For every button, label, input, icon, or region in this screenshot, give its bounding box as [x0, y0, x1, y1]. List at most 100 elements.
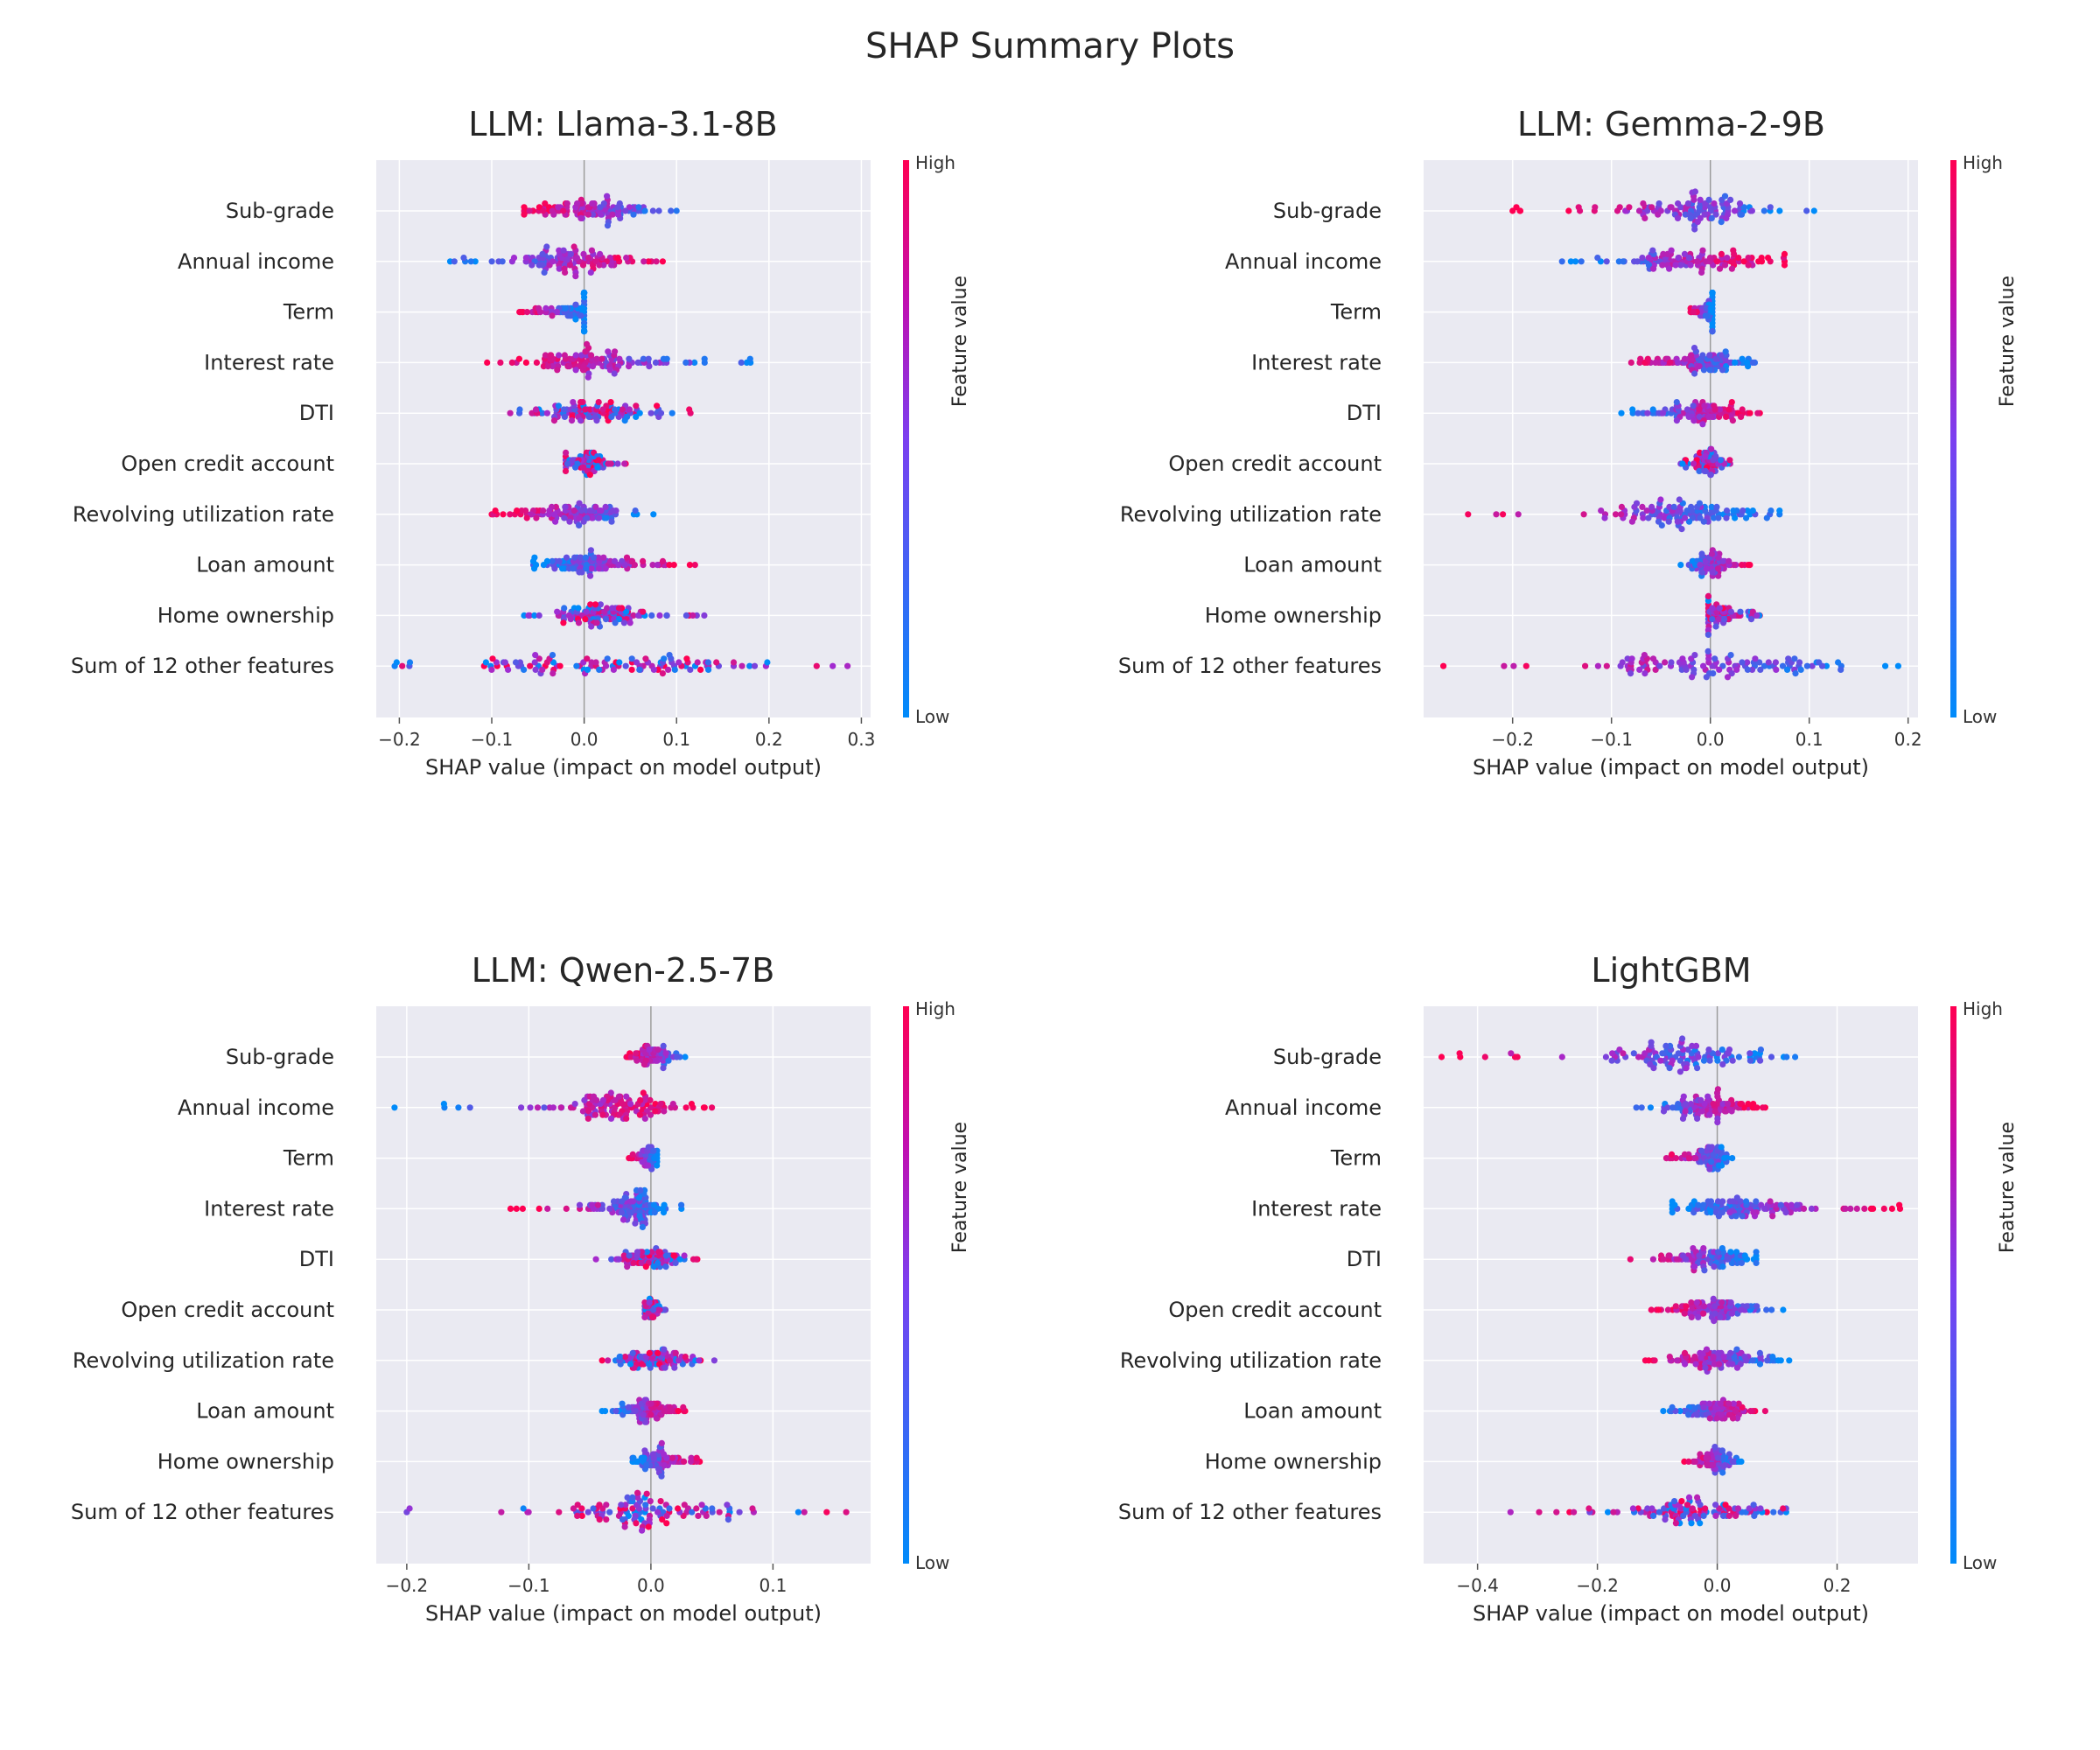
- shap-point: [1749, 608, 1756, 615]
- shap-point: [1673, 1256, 1680, 1263]
- shap-point: [634, 1249, 641, 1256]
- shap-point: [574, 460, 581, 467]
- shap-point: [1727, 1249, 1734, 1256]
- shap-point: [1760, 662, 1768, 669]
- shap-point: [1737, 608, 1744, 615]
- x-tick-label: −0.2: [1576, 1575, 1619, 1596]
- shap-point: [1669, 1209, 1676, 1216]
- shap-point: [1694, 1494, 1701, 1501]
- shap-point: [615, 562, 622, 569]
- shap-point: [547, 352, 554, 359]
- shap-point: [1689, 674, 1696, 681]
- shap-point: [1618, 503, 1625, 511]
- shap-point: [1440, 662, 1447, 669]
- shap-point: [1740, 258, 1747, 265]
- shap-point: [682, 612, 690, 620]
- shap-point: [626, 355, 633, 362]
- shap-point: [1626, 204, 1633, 211]
- shap-point: [1735, 255, 1742, 262]
- shap-point: [527, 662, 534, 669]
- shap-point: [1713, 503, 1720, 511]
- shap-point: [638, 1361, 646, 1368]
- shap-point: [567, 250, 575, 257]
- shap-point: [523, 309, 531, 316]
- shap-point: [596, 1516, 603, 1523]
- feature-label: DTI: [1347, 401, 1382, 425]
- shap-point: [610, 1198, 618, 1205]
- shap-point: [1700, 1245, 1707, 1252]
- shap-point: [1741, 1354, 1748, 1361]
- shap-point: [1679, 1035, 1686, 1042]
- shap-point: [646, 1349, 653, 1356]
- shap-point: [1648, 1505, 1656, 1512]
- shap-point: [528, 410, 536, 416]
- shap-point: [1716, 1361, 1723, 1368]
- shap-point: [641, 207, 648, 214]
- shap-point: [1652, 666, 1659, 674]
- shap-point: [627, 1361, 634, 1368]
- shap-point: [1688, 503, 1695, 511]
- shap-point: [1697, 449, 1704, 457]
- shap-point: [1702, 1505, 1709, 1512]
- feature-label: Interest rate: [1251, 1196, 1382, 1221]
- shap-point: [561, 352, 569, 359]
- shap-point: [1645, 1357, 1652, 1364]
- shap-point: [1692, 562, 1699, 569]
- shap-point: [614, 211, 622, 218]
- shap-point: [634, 659, 640, 666]
- shap-point: [1648, 1039, 1655, 1046]
- shap-point: [648, 1249, 655, 1256]
- shap-point: [1786, 1357, 1793, 1364]
- shap-point: [1705, 196, 1712, 203]
- shap-point: [1701, 402, 1708, 410]
- shap-point: [1711, 200, 1718, 207]
- shap-point: [1727, 1349, 1734, 1356]
- shap-point: [586, 472, 594, 479]
- shap-point: [1683, 1303, 1690, 1310]
- shap-point: [608, 262, 615, 269]
- shap-point: [1779, 662, 1787, 669]
- shap-point: [1691, 1354, 1698, 1361]
- shap-point: [639, 1527, 646, 1534]
- shap-point: [1650, 265, 1657, 272]
- shap-point: [1743, 514, 1750, 522]
- shap-point: [1694, 1115, 1701, 1122]
- shap-point: [1727, 608, 1734, 615]
- shap-point: [543, 410, 551, 416]
- shap-point: [701, 1104, 708, 1111]
- shap-point: [642, 655, 649, 662]
- shap-point: [1727, 1299, 1734, 1306]
- shap-point: [1745, 562, 1752, 569]
- shap-point: [1772, 659, 1779, 666]
- shap-point: [640, 1089, 647, 1096]
- shap-point: [1594, 255, 1601, 262]
- shap-point: [1696, 1252, 1703, 1259]
- shap-point: [508, 359, 515, 366]
- shap-point: [1712, 1502, 1719, 1508]
- shap-point: [1627, 1256, 1634, 1263]
- shap-point: [1740, 204, 1747, 211]
- shap-point: [596, 666, 603, 674]
- shap-point: [1773, 666, 1780, 674]
- x-tick-label: −0.1: [508, 1575, 550, 1596]
- shap-point: [1769, 1213, 1776, 1220]
- shap-point: [1726, 1209, 1733, 1216]
- shap-point: [1665, 1252, 1672, 1259]
- shap-point: [1681, 250, 1688, 257]
- shap-point: [629, 557, 636, 565]
- shap-point: [1558, 1054, 1565, 1060]
- shap-point: [1674, 518, 1681, 525]
- shap-point: [1666, 359, 1674, 366]
- shap-point: [628, 655, 635, 662]
- shap-point: [1733, 1249, 1740, 1256]
- shap-point: [598, 1357, 606, 1364]
- shap-point: [1634, 410, 1642, 416]
- shap-point: [533, 514, 540, 522]
- shap-point: [522, 255, 530, 262]
- colorbar-high-label: High: [1963, 998, 2003, 1019]
- shap-point: [612, 348, 619, 355]
- shap-point: [1751, 1512, 1758, 1519]
- shap-point: [1721, 1155, 1728, 1162]
- shap-point: [570, 508, 578, 514]
